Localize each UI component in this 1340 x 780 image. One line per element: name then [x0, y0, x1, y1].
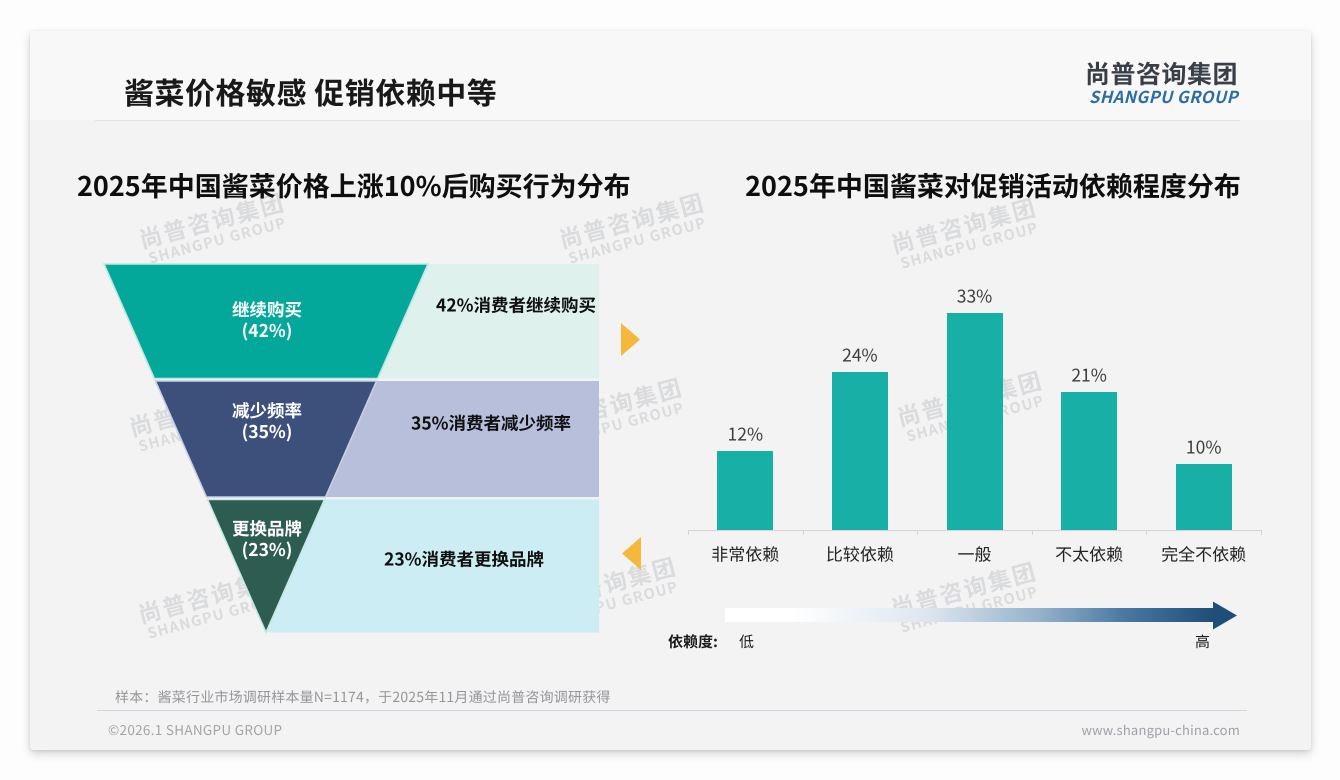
bar-category-label-4: 完全不依赖: [1161, 540, 1247, 566]
funnel-stage-label-1: 减少频率 (35%): [187, 397, 347, 444]
dependency-legend-high: 高: [1195, 631, 1211, 652]
bar-chart-title: 2025年中国酱菜对促销活动依赖程度分布: [745, 165, 1241, 204]
sample-footnote: 样本：酱菜行业市场调研样本量N=1174，于2025年11月通过尚普咨询调研获得: [115, 686, 611, 707]
bar-category-label-2: 一般: [957, 540, 992, 566]
axis-tick-0: [688, 530, 689, 535]
funnel-stage-percent: (42%): [241, 318, 293, 343]
funnel-stage-percent: (35%): [241, 419, 293, 444]
funnel-stage-name: 减少频率: [232, 397, 302, 423]
footer-copyright: ©2026.1 SHANGPU GROUP: [108, 719, 283, 739]
axis-tick-5: [1261, 530, 1262, 535]
company-logo: 尚普咨询集团 SHANGPU GROUP: [1084, 55, 1238, 108]
bar-category-label-3: 不太依赖: [1055, 540, 1124, 566]
axis-tick-1: [802, 530, 804, 535]
funnel-stage-name: 更换品牌: [232, 515, 302, 541]
dependency-legend-label: 依赖度:: [668, 630, 718, 652]
axis-tick-3: [1031, 530, 1033, 535]
bar-3: [1061, 391, 1118, 530]
dependency-legend-low: 低: [739, 631, 755, 652]
bar-0: [717, 451, 774, 530]
funnel-note-text-2: 23%消费者更换品牌: [383, 546, 545, 571]
header-band: [30, 31, 1311, 120]
bar-value-label-4: 10%: [1185, 434, 1222, 460]
logo-text-chinese: 尚普咨询集团: [1084, 55, 1238, 91]
funnel-chart-title: 2025年中国酱菜价格上涨10%后购买行为分布: [77, 165, 631, 204]
funnel-stage-label-2: 更换品牌 (23%): [187, 515, 347, 562]
bar-value-label-0: 12%: [727, 421, 764, 447]
logo-text-english: SHANGPU GROUP: [1089, 84, 1238, 108]
bar-1: [831, 372, 888, 530]
bar-category-label-1: 比较依赖: [825, 540, 894, 566]
dependency-gradient-arrow: [725, 608, 1214, 622]
bar-2: [946, 312, 1003, 530]
footer-divider: [97, 710, 1247, 711]
bar-chart-axis: [688, 530, 1262, 531]
bar-value-label-1: 24%: [842, 342, 878, 368]
title-divider: [95, 120, 1240, 121]
axis-tick-4: [1146, 530, 1148, 535]
funnel-note-text-1: 35%消费者减少频率: [410, 410, 572, 436]
bar-value-label-2: 33%: [956, 283, 993, 309]
bar-4: [1175, 464, 1232, 530]
bar-value-label-3: 21%: [1071, 362, 1107, 388]
page-title: 酱菜价格敏感 促销依赖中等: [124, 69, 498, 113]
funnel-note-text-0: 42%消费者继续购买: [435, 292, 597, 318]
footer-website: www.shangpu-china.com: [1081, 719, 1240, 739]
funnel-stage-percent: (23%): [241, 537, 293, 562]
funnel-stage-name: 继续购买: [232, 296, 302, 322]
funnel-stage-label-0: 继续购买 (42%): [187, 296, 347, 343]
bar-category-label-0: 非常依赖: [711, 540, 780, 566]
axis-tick-2: [917, 530, 919, 535]
